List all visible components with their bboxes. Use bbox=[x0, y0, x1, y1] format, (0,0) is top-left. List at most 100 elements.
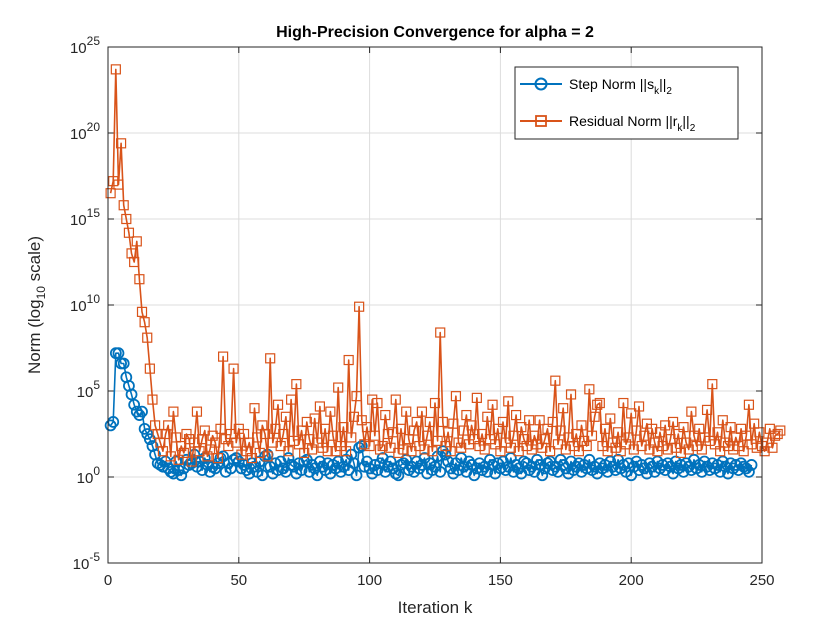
step-norm-point bbox=[285, 459, 298, 471]
residual-norm-point bbox=[545, 446, 556, 457]
residual-norm-point bbox=[204, 444, 216, 455]
residual-norm-point bbox=[445, 446, 456, 457]
residual-norm-point bbox=[636, 440, 647, 452]
residual-norm-point bbox=[395, 423, 407, 434]
residual-norm-point bbox=[202, 451, 213, 462]
step-norm-point bbox=[130, 405, 143, 418]
residual-norm-point bbox=[343, 354, 354, 366]
residual-norm-point bbox=[236, 449, 247, 460]
residual-norm-point bbox=[411, 416, 422, 428]
residual-norm-point bbox=[163, 420, 174, 431]
residual-norm-point bbox=[249, 403, 260, 414]
residual-norm-point bbox=[259, 428, 271, 440]
residual-norm-point bbox=[369, 430, 380, 441]
residual-norm-point bbox=[134, 274, 145, 285]
residual-norm-point bbox=[613, 427, 624, 438]
residual-norm-point bbox=[620, 439, 632, 450]
residual-norm-point bbox=[286, 394, 297, 405]
residual-norm-point bbox=[701, 404, 713, 416]
series-layer bbox=[104, 64, 786, 482]
residual-norm-point bbox=[118, 200, 129, 211]
x-tick-label: 200 bbox=[619, 572, 644, 589]
residual-norm-point bbox=[660, 420, 671, 431]
residual-norm-point bbox=[526, 444, 537, 455]
step-norm-point bbox=[745, 459, 758, 471]
residual-norm-point bbox=[547, 416, 558, 428]
residual-norm-point bbox=[309, 413, 320, 424]
residual-norm-point bbox=[333, 382, 344, 393]
residual-norm-point bbox=[265, 353, 276, 364]
residual-norm-point bbox=[463, 439, 475, 450]
step-norm-point bbox=[175, 469, 188, 482]
step-norm-point bbox=[104, 419, 117, 432]
chart-title: High-Precision Convergence for alpha = 2 bbox=[276, 24, 594, 41]
residual-norm-point bbox=[252, 432, 263, 443]
step-norm-point bbox=[348, 457, 360, 470]
residual-norm-point bbox=[456, 442, 467, 453]
series-residual-norm bbox=[105, 64, 786, 467]
residual-norm-point bbox=[576, 420, 587, 431]
step-norm-point bbox=[282, 452, 295, 464]
residual-norm-point bbox=[513, 446, 524, 457]
residual-norm-point bbox=[231, 437, 242, 448]
residual-norm-point bbox=[738, 446, 749, 457]
residual-norm-point bbox=[115, 138, 127, 149]
residual-norm-point bbox=[225, 428, 237, 440]
residual-norm-point bbox=[139, 317, 150, 328]
residual-norm-point bbox=[542, 423, 553, 434]
residual-norm-point bbox=[678, 422, 689, 433]
step-norm-point bbox=[355, 440, 368, 452]
residual-norm-point bbox=[406, 446, 417, 457]
y-tick-label: 105 bbox=[77, 378, 101, 401]
step-norm-point bbox=[198, 452, 211, 464]
residual-norm-point bbox=[735, 423, 747, 434]
residual-norm-point bbox=[479, 444, 490, 455]
residual-norm-point bbox=[589, 411, 600, 422]
step-norm-point bbox=[136, 405, 148, 418]
residual-norm-point bbox=[374, 444, 386, 455]
residual-norm-point bbox=[500, 437, 511, 448]
step-norm-point bbox=[164, 465, 177, 478]
residual-norm-point bbox=[594, 397, 605, 409]
residual-norm-point bbox=[751, 442, 762, 453]
residual-norm-point bbox=[361, 422, 373, 433]
residual-norm-point bbox=[448, 418, 459, 429]
residual-norm-point bbox=[283, 446, 294, 457]
residual-norm-point bbox=[597, 440, 608, 452]
residual-norm-point bbox=[552, 439, 564, 450]
residual-norm-point bbox=[210, 437, 221, 448]
legend-residual-marker bbox=[535, 115, 547, 127]
residual-norm-point bbox=[683, 444, 694, 455]
residual-norm-point bbox=[272, 399, 284, 410]
residual-norm-point bbox=[539, 434, 550, 445]
residual-norm-point bbox=[364, 440, 375, 452]
residual-norm-point bbox=[121, 213, 132, 225]
residual-norm-point bbox=[699, 432, 710, 443]
residual-norm-point bbox=[335, 440, 346, 452]
residual-norm-point bbox=[440, 440, 451, 452]
residual-norm-point bbox=[356, 415, 367, 426]
residual-norm-point bbox=[633, 401, 645, 412]
residual-norm-point bbox=[416, 406, 428, 417]
step-norm-point bbox=[536, 469, 549, 482]
residual-norm-point bbox=[492, 423, 503, 434]
residual-norm-point bbox=[476, 428, 488, 440]
step-norm-point bbox=[125, 388, 138, 401]
residual-norm-point bbox=[581, 440, 592, 452]
residual-norm-point bbox=[490, 439, 501, 450]
residual-norm-point bbox=[775, 425, 786, 436]
residual-norm-point bbox=[586, 430, 598, 441]
y-tick-labels: 10-5 100 105 1010 1015 1020 1025 bbox=[70, 34, 100, 573]
step-norm-point bbox=[416, 459, 428, 471]
residual-norm-point bbox=[715, 446, 726, 457]
residual-norm-point bbox=[189, 437, 200, 448]
step-norm-point bbox=[143, 433, 156, 446]
residual-norm-point bbox=[346, 432, 357, 443]
step-norm-point bbox=[350, 469, 363, 482]
legend-residual-label: Residual Norm ||rk||2 bbox=[569, 113, 696, 134]
residual-norm-point bbox=[142, 332, 153, 343]
step-norm-point bbox=[389, 467, 402, 480]
y-tick-label: 1025 bbox=[70, 34, 100, 57]
residual-norm-point bbox=[767, 442, 778, 453]
residual-norm-point bbox=[560, 444, 571, 455]
